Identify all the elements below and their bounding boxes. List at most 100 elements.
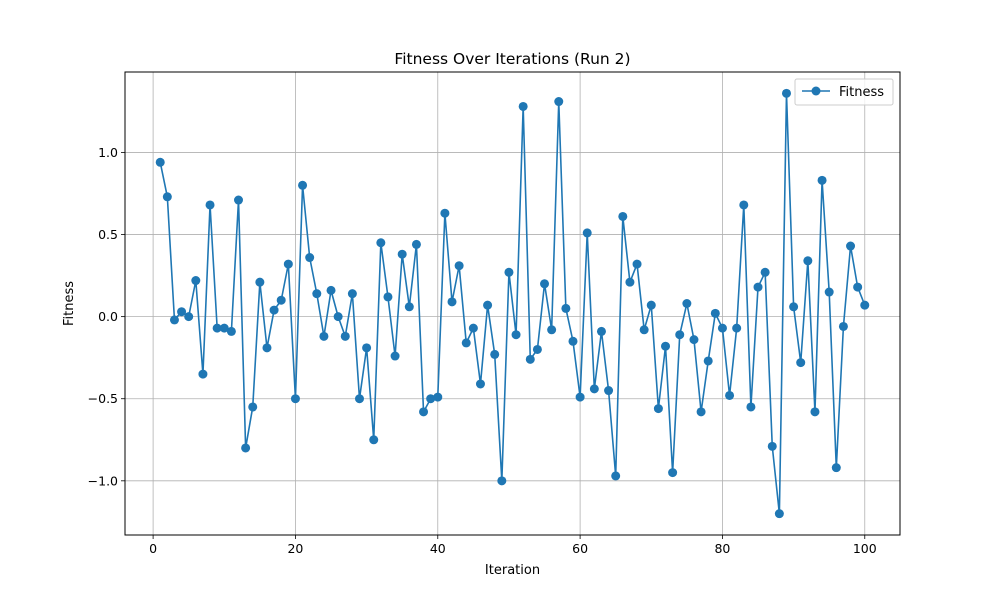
data-point — [589, 384, 599, 394]
data-point — [241, 443, 251, 453]
data-point — [596, 326, 606, 336]
plot-frame — [124, 71, 901, 536]
data-point — [454, 261, 464, 271]
data-point — [803, 256, 813, 266]
data-point — [177, 307, 187, 317]
data-point — [760, 267, 770, 277]
y-tick-label: −0.5 — [88, 391, 118, 406]
data-point — [653, 404, 663, 414]
legend-marker-swatch — [811, 86, 821, 96]
data-point — [226, 326, 236, 336]
data-point — [582, 228, 592, 238]
data-point — [262, 343, 272, 353]
data-point — [483, 300, 493, 310]
data-point — [305, 253, 315, 263]
data-point — [447, 297, 457, 307]
data-point — [354, 394, 364, 404]
legend-label-fitness: Fitness — [839, 85, 884, 100]
data-point — [746, 402, 756, 412]
data-point — [169, 315, 179, 325]
chart-title: Fitness Over Iterations (Run 2) — [394, 50, 630, 68]
legend-box — [794, 78, 894, 106]
data-point — [696, 407, 706, 417]
x-tick-label: 0 — [149, 541, 157, 556]
data-point — [618, 211, 628, 221]
data-point — [710, 308, 720, 318]
data-point — [276, 295, 286, 305]
x-tick-label: 20 — [287, 541, 303, 556]
data-point — [383, 292, 393, 302]
x-tick-label: 100 — [853, 541, 877, 556]
data-point — [767, 441, 777, 451]
data-point — [490, 349, 500, 359]
data-point — [475, 379, 485, 389]
data-point — [290, 394, 300, 404]
data-point — [269, 305, 279, 315]
data-point — [774, 509, 784, 519]
data-point — [604, 386, 614, 396]
data-point — [390, 351, 400, 361]
data-point — [668, 468, 678, 478]
data-point — [689, 335, 699, 345]
data-point — [347, 289, 357, 299]
data-point — [838, 321, 848, 331]
data-point — [561, 303, 571, 313]
legend: Fitness — [794, 78, 894, 106]
data-point — [340, 331, 350, 341]
data-point — [362, 343, 372, 353]
data-point — [532, 344, 542, 354]
data-point — [646, 300, 656, 310]
data-point — [433, 392, 443, 402]
data-point — [404, 302, 414, 312]
x-axis-label: Iteration — [485, 563, 540, 578]
axis-ticks: 0 20 40 60 80 100 −1.0 −0.5 0.0 0.5 1.0 — [88, 145, 877, 556]
data-point — [547, 325, 557, 335]
grid-lines — [125, 72, 900, 535]
data-point — [675, 330, 685, 340]
data-point — [205, 200, 215, 210]
data-point — [725, 390, 735, 400]
data-point — [419, 407, 429, 417]
data-point — [639, 325, 649, 335]
data-point — [440, 208, 450, 218]
data-point — [191, 276, 201, 286]
data-point — [860, 300, 870, 310]
data-point — [789, 302, 799, 312]
data-point — [369, 435, 379, 445]
data-point — [376, 238, 386, 248]
data-point — [497, 476, 507, 486]
data-point — [810, 407, 820, 417]
data-point — [682, 299, 692, 308]
data-point — [504, 267, 514, 277]
data-point — [824, 287, 834, 297]
data-point — [397, 249, 407, 259]
data-point — [625, 277, 635, 287]
x-tick-label: 80 — [714, 541, 730, 556]
data-point — [319, 331, 329, 341]
data-point — [248, 402, 258, 412]
data-point — [511, 330, 521, 340]
data-point — [540, 279, 550, 289]
data-point — [212, 323, 222, 333]
data-point — [219, 323, 229, 333]
data-point — [781, 88, 791, 98]
data-point — [575, 392, 585, 402]
data-point — [632, 259, 642, 269]
data-point — [255, 277, 265, 287]
data-point — [817, 175, 827, 185]
data-point — [426, 394, 436, 404]
data-point — [796, 358, 806, 368]
data-point — [326, 285, 336, 295]
data-point — [411, 239, 421, 249]
series-layer — [155, 88, 870, 519]
data-point — [198, 369, 208, 379]
data-point — [853, 282, 863, 292]
x-tick-label: 40 — [430, 541, 446, 556]
series-line-fitness — [159, 92, 866, 515]
x-tick-label: 60 — [572, 541, 588, 556]
data-point — [283, 259, 293, 269]
data-point — [461, 338, 471, 348]
data-point — [703, 356, 713, 366]
data-point — [661, 341, 671, 351]
data-point — [312, 289, 322, 299]
